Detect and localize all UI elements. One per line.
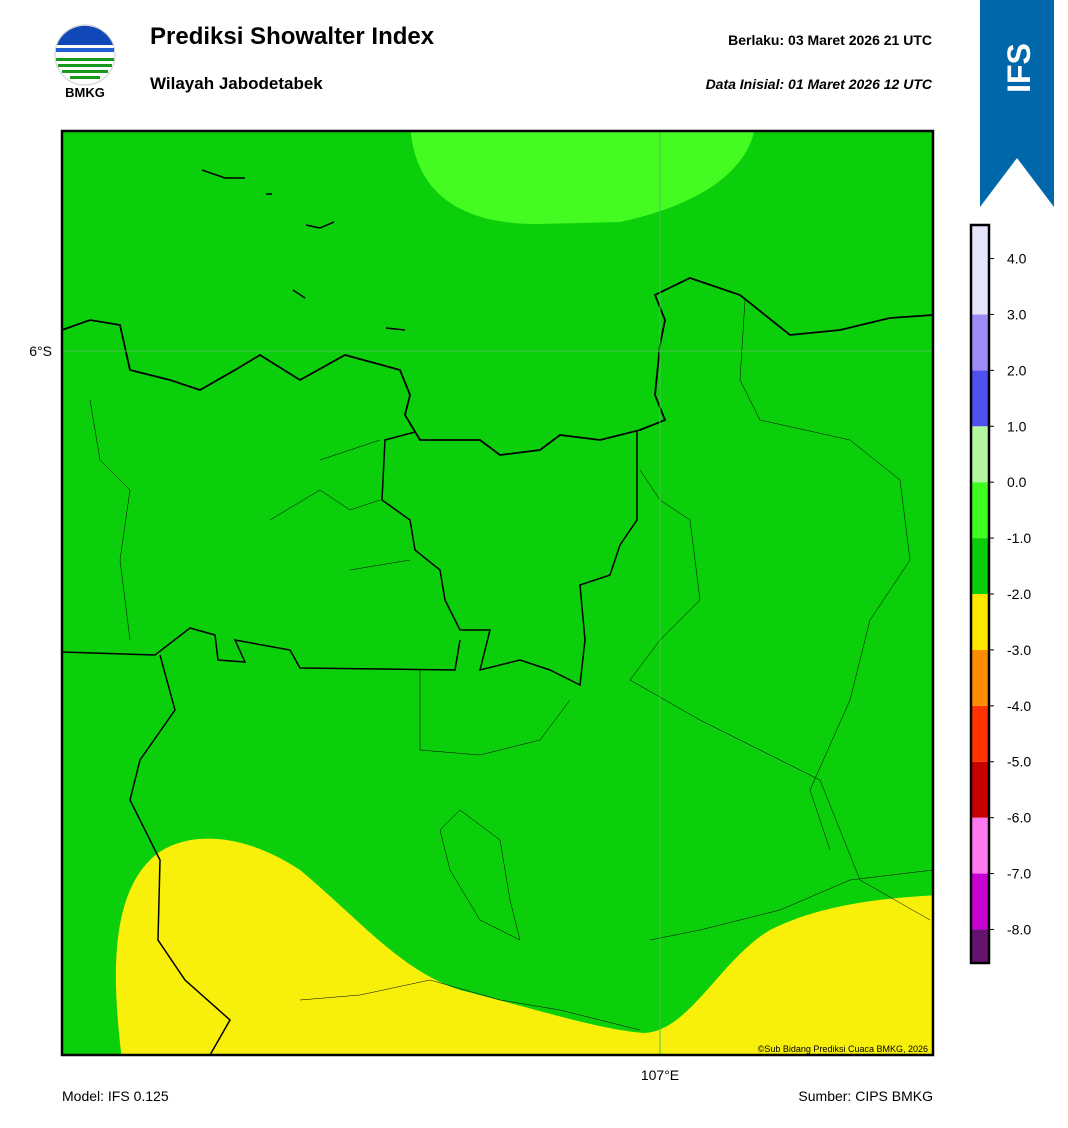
colorbar-segment bbox=[971, 873, 989, 930]
colorbar-segment bbox=[971, 538, 989, 594]
coastline bbox=[62, 277, 933, 456]
lon-label: 107°E bbox=[641, 1067, 679, 1083]
colorbar-tick-label: -6.0 bbox=[1007, 810, 1031, 826]
colorbar-tick-label: 4.0 bbox=[1007, 251, 1027, 267]
init-time: Data Inisial: 01 Maret 2026 12 UTC bbox=[706, 76, 933, 92]
islands bbox=[201, 169, 406, 331]
colorbar-tick-label: -7.0 bbox=[1007, 866, 1031, 882]
colorbar-segment bbox=[971, 314, 989, 371]
colorbar-tick-label: 0.0 bbox=[1007, 474, 1027, 490]
model-banner bbox=[980, 0, 1054, 207]
regency-border bbox=[89, 299, 933, 1031]
field-light-green bbox=[410, 131, 755, 225]
colorbar-segment bbox=[971, 482, 989, 539]
colorbar-segment bbox=[971, 929, 989, 963]
valid-time: Berlaku: 03 Maret 2026 21 UTC bbox=[728, 32, 932, 48]
bmkg-logo: BMKG bbox=[54, 24, 116, 100]
colorbar-segment bbox=[971, 705, 989, 762]
colorbar-tick-label: -1.0 bbox=[1007, 530, 1031, 546]
colorbar-tick-label: 3.0 bbox=[1007, 306, 1027, 322]
title: Prediksi Showalter Index bbox=[150, 23, 435, 50]
source-label: Sumber: CIPS BMKG bbox=[798, 1088, 933, 1104]
colorbar-segment bbox=[971, 225, 989, 315]
colorbar-segment bbox=[971, 426, 989, 483]
colorbar-segment bbox=[971, 817, 989, 874]
field-yellow bbox=[115, 838, 933, 1055]
colorbar: 4.0 3.0 2.0 1.0 0.0 -1.0 -2.0 -3.0 -4.0 -5.0 -6.0 -… bbox=[969, 223, 1031, 965]
colorbar-tick-label: -3.0 bbox=[1007, 642, 1031, 658]
colorbar-tick-label: -4.0 bbox=[1007, 698, 1031, 714]
province-border bbox=[62, 430, 638, 1055]
colorbar-tick-label: -5.0 bbox=[1007, 754, 1031, 770]
logo-text: BMKG bbox=[65, 85, 105, 100]
colorbar-segment bbox=[971, 370, 989, 427]
colorbar-tick-label: 2.0 bbox=[1007, 362, 1027, 378]
banner-text: IFS bbox=[1001, 43, 1037, 93]
model-label: Model: IFS 0.125 bbox=[62, 1088, 169, 1104]
copyright: ©Sub Bidang Prediksi Cuaca BMKG, 2026 bbox=[758, 1044, 928, 1054]
colorbar-tick-label: -8.0 bbox=[1007, 921, 1031, 937]
colorbar-segment bbox=[971, 594, 989, 650]
map: ©Sub Bidang Prediksi Cuaca BMKG, 2026 bbox=[60, 129, 935, 1057]
colorbar-tick-label: 1.0 bbox=[1007, 418, 1027, 434]
lat-label: 6°S bbox=[29, 343, 52, 359]
colorbar-tick-label: -2.0 bbox=[1007, 586, 1031, 602]
map-frame bbox=[60, 129, 935, 1057]
colorbar-segment bbox=[971, 649, 989, 706]
subtitle: Wilayah Jabodetabek bbox=[150, 74, 323, 93]
colorbar-segment bbox=[971, 761, 989, 818]
